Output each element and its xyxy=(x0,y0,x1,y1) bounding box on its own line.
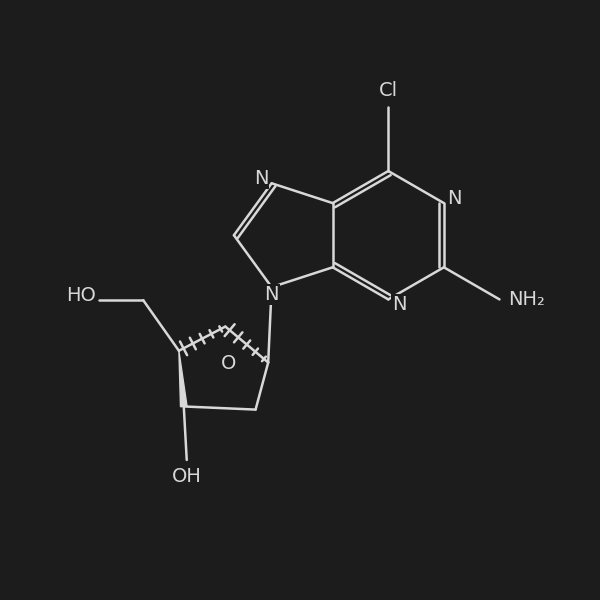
Text: O: O xyxy=(221,354,236,373)
Text: NH₂: NH₂ xyxy=(508,290,545,309)
Text: N: N xyxy=(392,295,406,314)
Text: N: N xyxy=(254,169,268,188)
Text: HO: HO xyxy=(66,286,95,305)
Text: OH: OH xyxy=(172,467,202,486)
Text: N: N xyxy=(265,285,279,304)
Text: Cl: Cl xyxy=(379,80,398,100)
Text: N: N xyxy=(448,189,462,208)
Polygon shape xyxy=(179,351,187,407)
